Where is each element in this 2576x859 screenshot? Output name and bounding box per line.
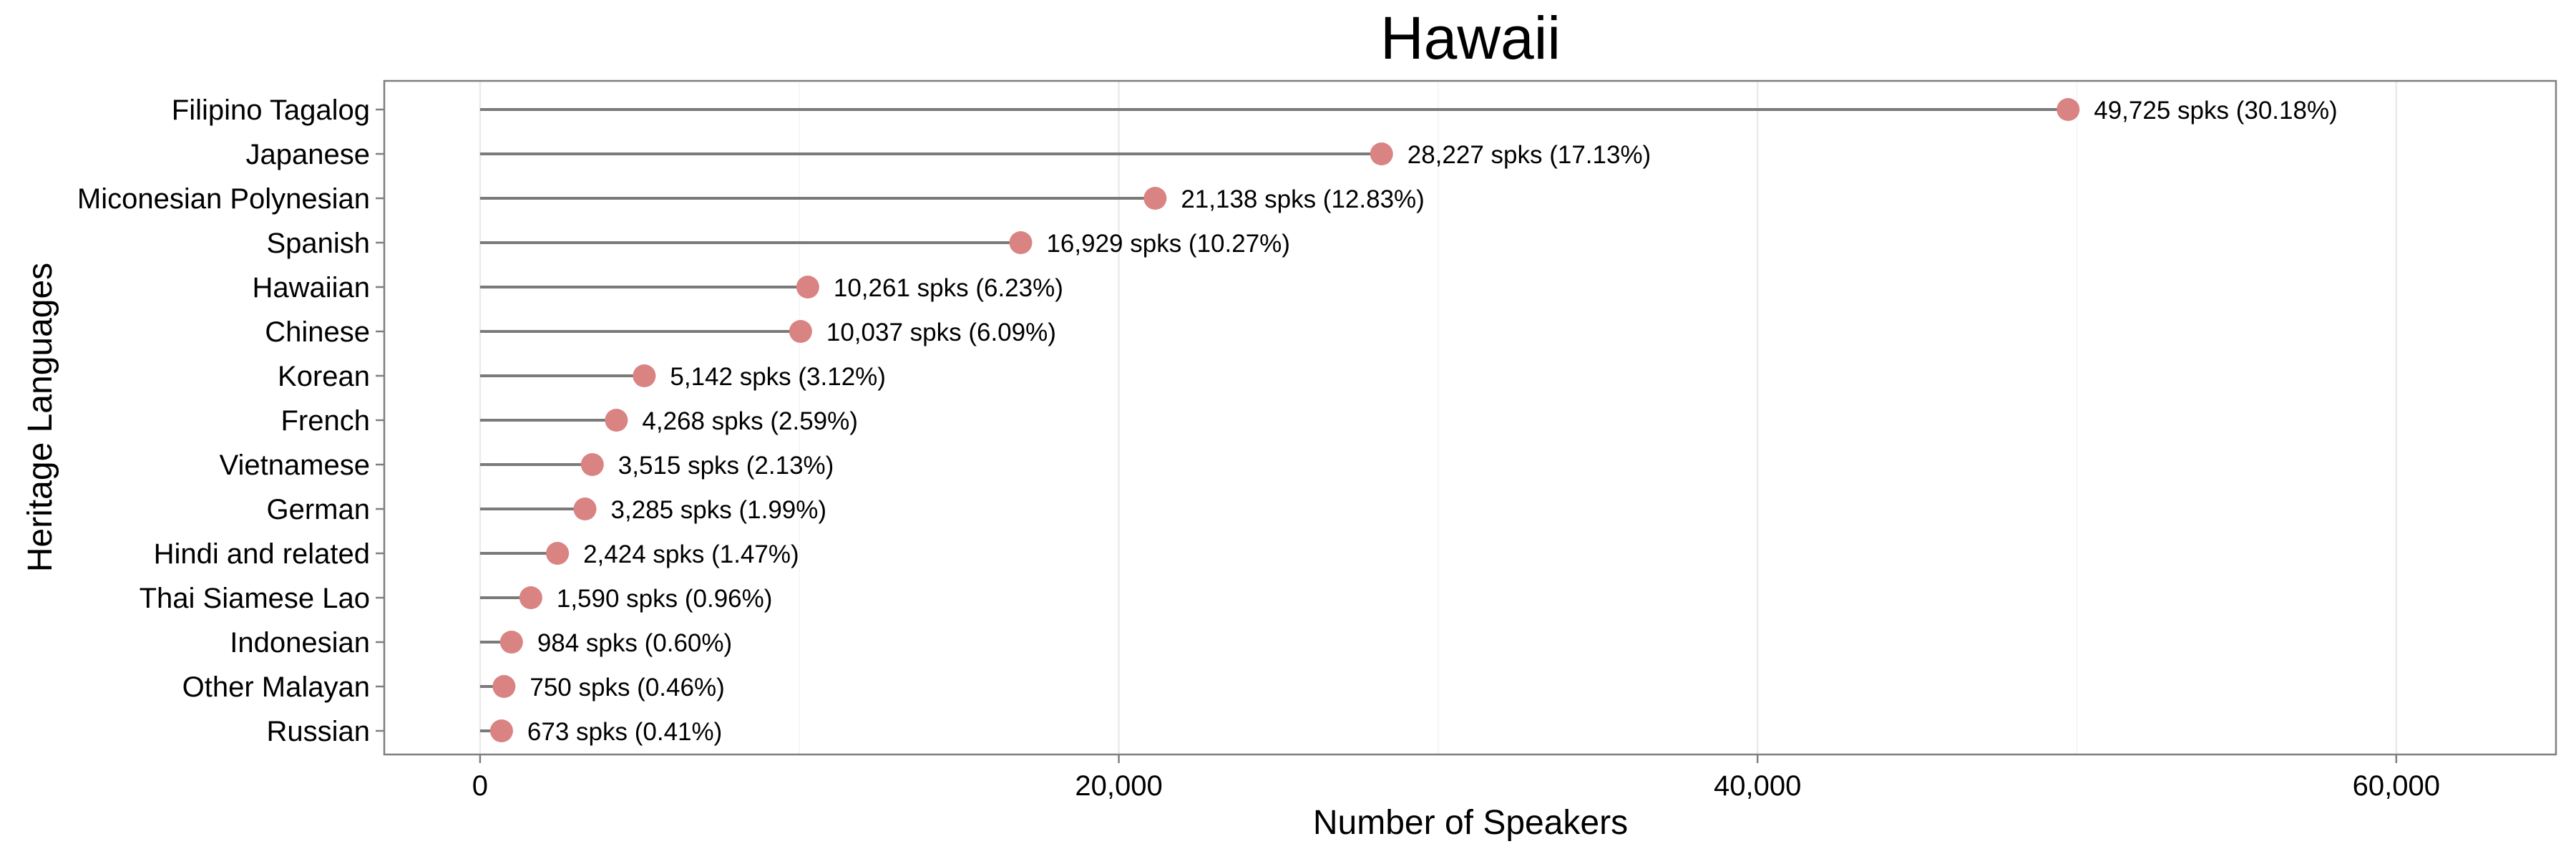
lollipop-point bbox=[1370, 142, 1393, 165]
data-label: 750 spks (0.46%) bbox=[530, 674, 724, 702]
x-axis: 0 20,000 40,000 60,000 bbox=[472, 754, 2440, 802]
data-label: 10,261 spks (6.23%) bbox=[834, 274, 1063, 302]
x-tick-label: 20,000 bbox=[1075, 770, 1162, 802]
y-tick-label: German bbox=[267, 494, 371, 525]
lollipop-point bbox=[546, 542, 570, 565]
y-tick-label: Indonesian bbox=[230, 627, 370, 659]
data-label: 984 spks (0.60%) bbox=[537, 629, 732, 657]
y-tick-label: Vietnamese bbox=[219, 450, 370, 481]
lollipop-point bbox=[633, 364, 656, 387]
y-tick-label: Korean bbox=[278, 361, 370, 392]
y-tick-label: French bbox=[281, 405, 371, 437]
y-tick-label: Chinese bbox=[265, 316, 370, 348]
data-label: 2,424 spks (1.47%) bbox=[583, 540, 799, 568]
data-label: 21,138 spks (12.83%) bbox=[1181, 185, 1424, 213]
y-tick-label: Russian bbox=[266, 716, 370, 747]
lollipop-point bbox=[1009, 231, 1033, 254]
y-tick-label: Miconesian Polynesian bbox=[77, 183, 370, 215]
x-tick-label: 60,000 bbox=[2353, 770, 2440, 802]
lollipop-point bbox=[573, 498, 597, 520]
data-label: 1,590 spks (0.96%) bbox=[557, 585, 773, 613]
lollipop-point bbox=[489, 719, 513, 742]
y-tick-label: Japanese bbox=[246, 139, 370, 170]
data-label: 49,725 spks (30.18%) bbox=[2094, 97, 2337, 125]
points bbox=[489, 98, 2080, 742]
data-label: 10,037 spks (6.09%) bbox=[826, 319, 1056, 346]
plot-panel bbox=[383, 79, 2557, 756]
data-label: 3,285 spks (1.99%) bbox=[611, 496, 827, 524]
data-label: 673 spks (0.41%) bbox=[527, 718, 722, 746]
stems bbox=[479, 108, 2069, 732]
y-tick-label: Other Malayan bbox=[182, 671, 370, 703]
x-axis-title: Number of Speakers bbox=[1313, 804, 1628, 842]
x-tick-label: 40,000 bbox=[1714, 770, 1801, 802]
lollipop-point bbox=[796, 276, 819, 299]
data-label: 4,268 spks (2.59%) bbox=[642, 407, 858, 435]
y-axis-title: Heritage Languages bbox=[21, 263, 59, 572]
y-tick-label: Spanish bbox=[266, 228, 370, 259]
lollipop-point bbox=[499, 631, 523, 654]
data-label: 3,515 spks (2.13%) bbox=[618, 452, 834, 480]
y-axis: Filipino Tagalog Japanese Miconesian Polyn… bbox=[77, 94, 384, 747]
y-tick-label: Hawaiian bbox=[252, 272, 370, 304]
lollipop-point bbox=[519, 586, 542, 609]
chart-title: Hawaii bbox=[1380, 4, 1561, 72]
lollipop-point bbox=[1143, 187, 1167, 210]
y-tick-label: Hindi and related bbox=[154, 538, 370, 570]
lollipop-point bbox=[605, 409, 628, 432]
lollipop-point bbox=[492, 675, 516, 698]
data-labels: 49,725 spks (30.18%) 28,227 spks (17.13%)… bbox=[527, 97, 2338, 746]
lollipop-point bbox=[580, 453, 604, 476]
y-tick-label: Filipino Tagalog bbox=[172, 94, 370, 126]
y-tick-label: Thai Siamese Lao bbox=[140, 583, 370, 614]
data-label: 5,142 spks (3.12%) bbox=[670, 363, 886, 391]
data-label: 16,929 spks (10.27%) bbox=[1046, 230, 1289, 258]
data-label: 28,227 spks (17.13%) bbox=[1407, 141, 1651, 169]
x-tick-label: 0 bbox=[472, 770, 488, 802]
gridlines bbox=[479, 81, 2398, 754]
lollipop-point bbox=[789, 320, 812, 343]
lollipop-point bbox=[2057, 98, 2080, 121]
